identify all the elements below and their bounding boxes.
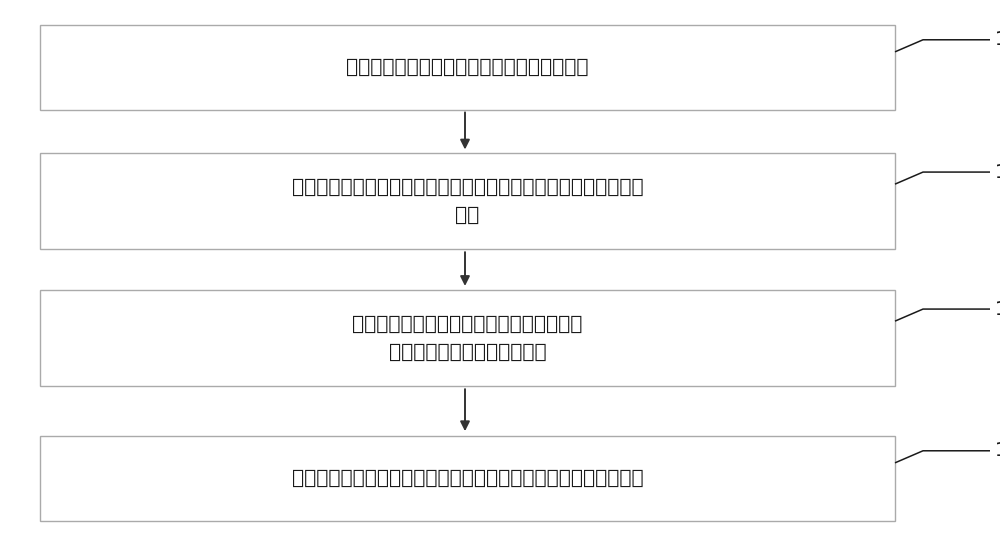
FancyBboxPatch shape xyxy=(40,436,895,521)
Text: 101: 101 xyxy=(995,30,1000,49)
FancyBboxPatch shape xyxy=(40,153,895,249)
Text: 103: 103 xyxy=(995,300,1000,318)
Text: 102: 102 xyxy=(995,163,1000,181)
Text: 用可控换向压降系数和励磁绕组电阻标幺值
对励磁功率单元增益进行修正: 用可控换向压降系数和励磁绕组电阻标幺值 对励磁功率单元增益进行修正 xyxy=(352,315,583,362)
Text: 通过空载升压试验数据采用可控硅空载输出电压求取励磁功率单元
增益: 通过空载升压试验数据采用可控硅空载输出电压求取励磁功率单元 增益 xyxy=(292,178,643,225)
FancyBboxPatch shape xyxy=(40,290,895,386)
FancyBboxPatch shape xyxy=(40,25,895,110)
Text: 104: 104 xyxy=(995,441,1000,460)
Text: 通过实测发电机空载特性确定励磁电流基准值: 通过实测发电机空载特性确定励磁电流基准值 xyxy=(346,58,589,77)
Text: 按照实测移相触发方式计算励磁系统在正常运行时的功率单元增益: 按照实测移相触发方式计算励磁系统在正常运行时的功率单元增益 xyxy=(292,469,643,488)
